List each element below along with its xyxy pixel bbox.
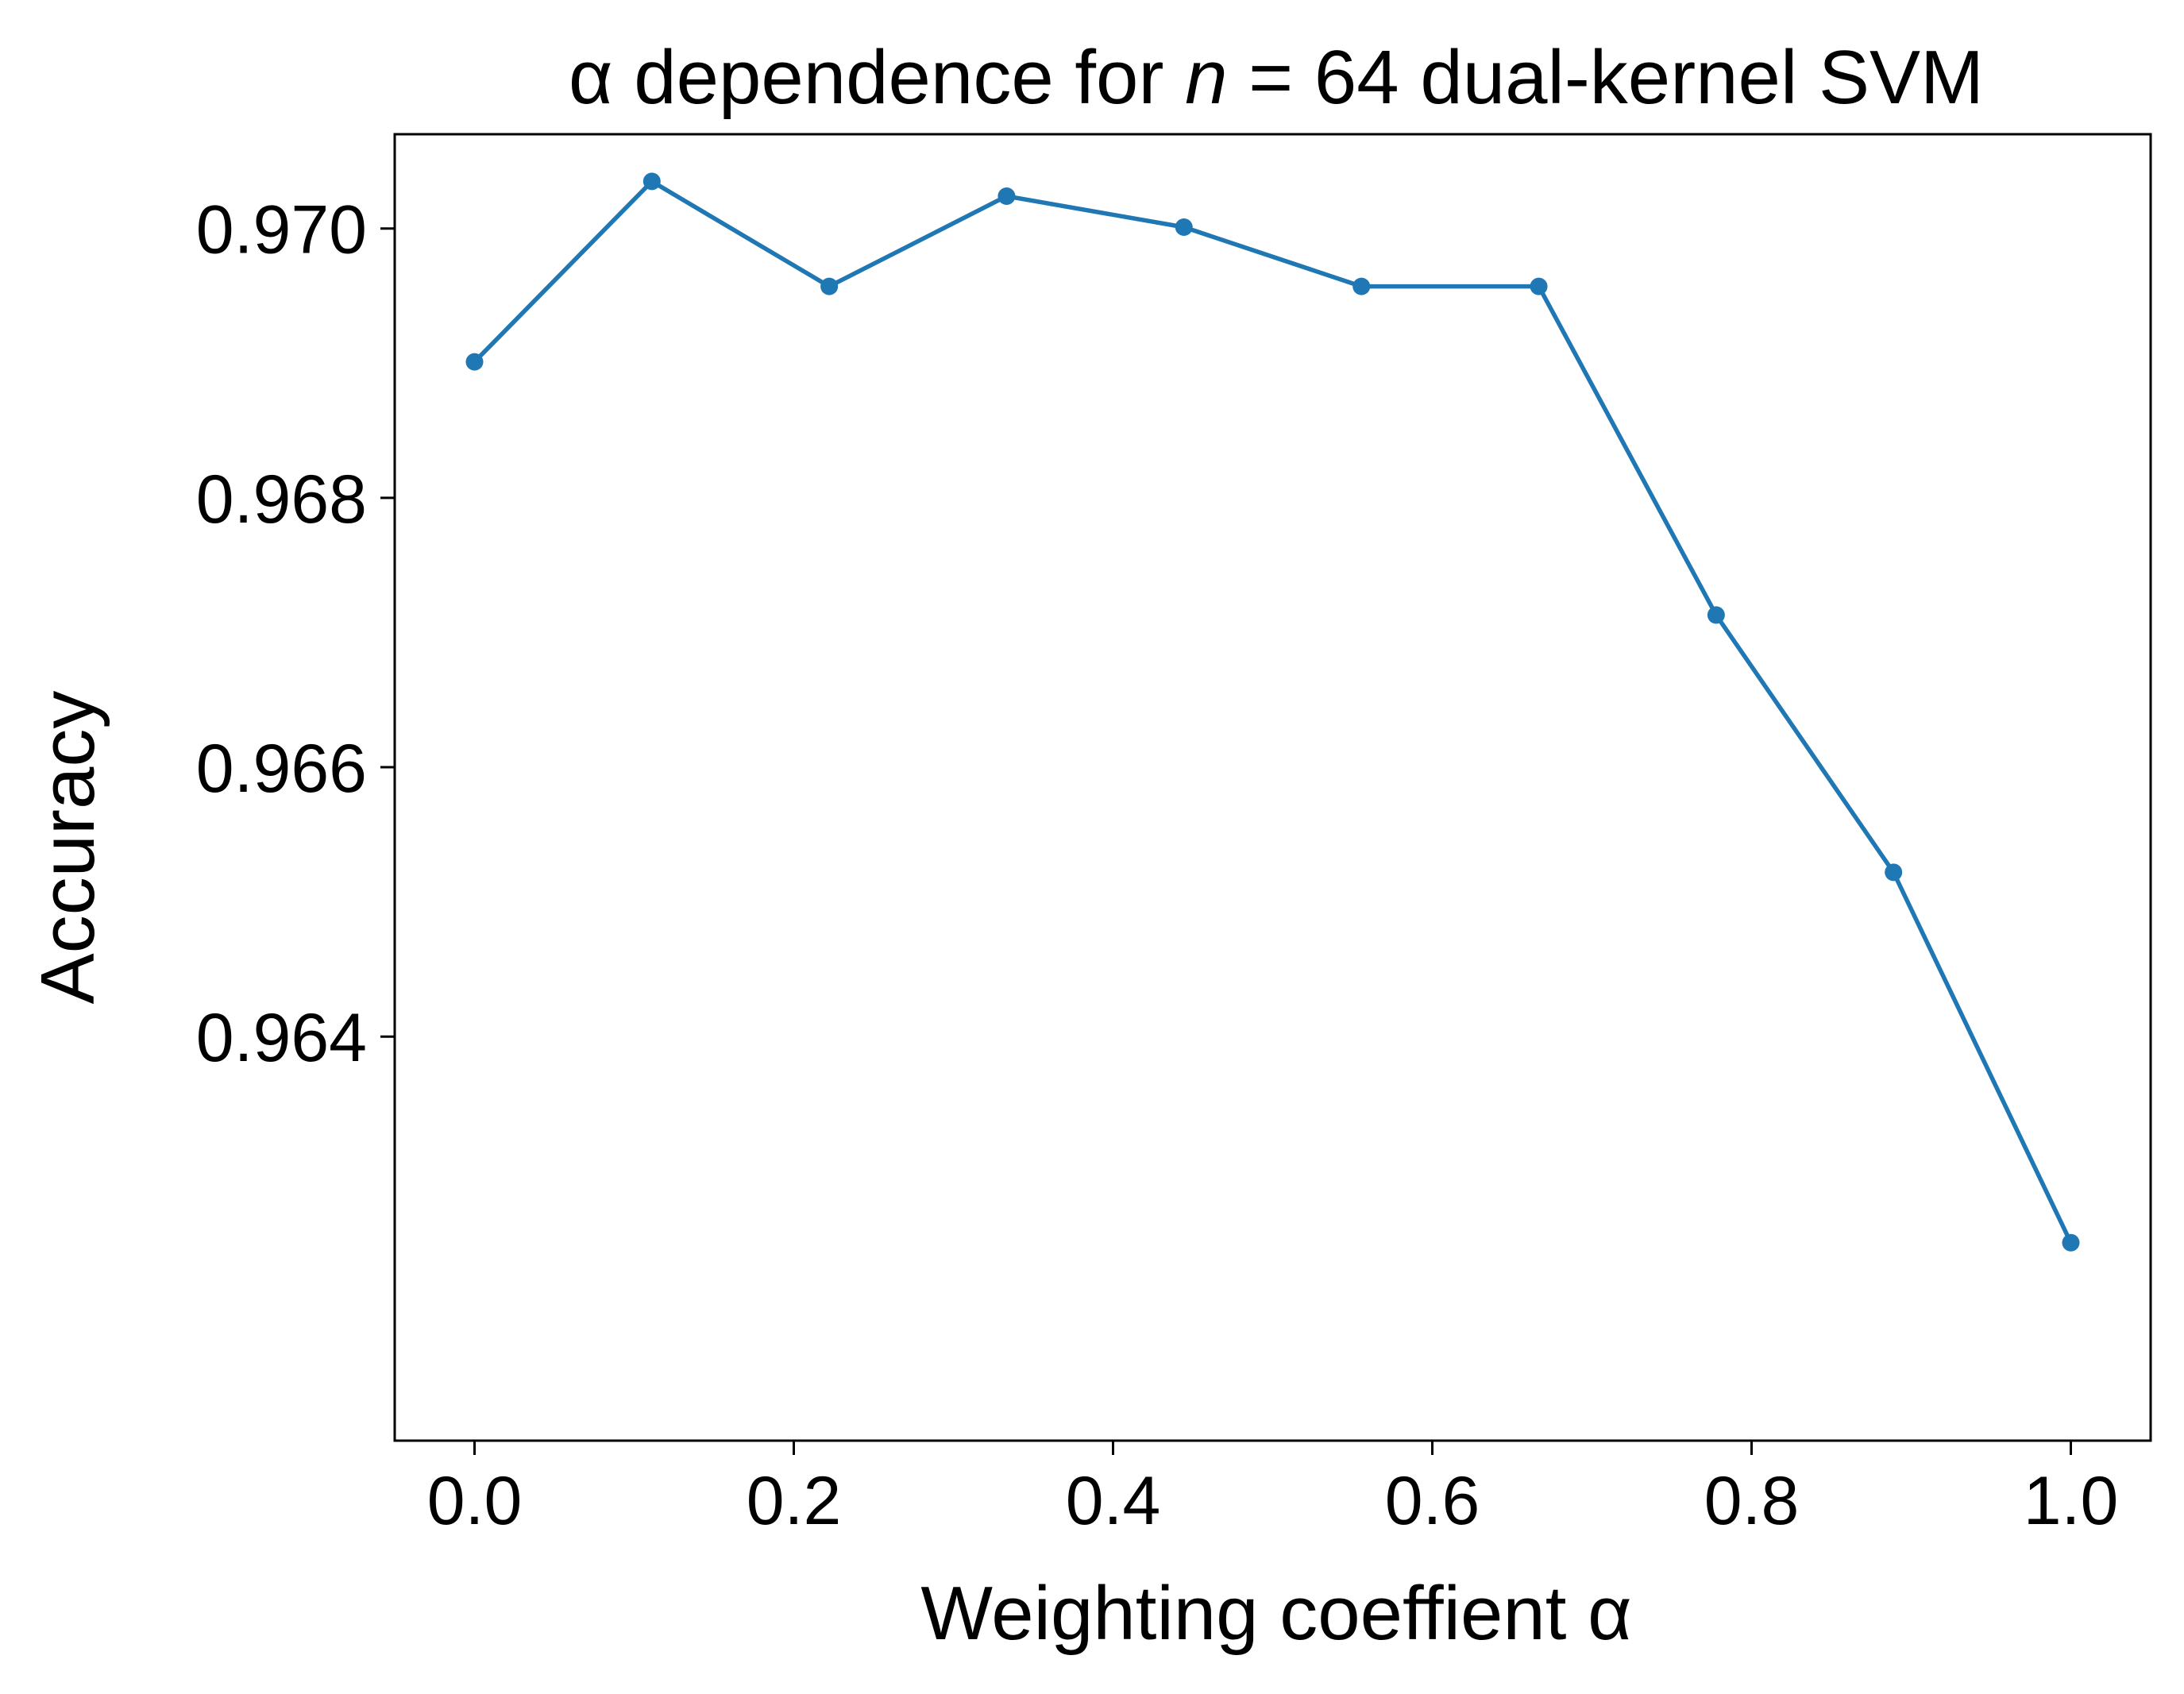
data-point <box>2062 1233 2080 1252</box>
x-tick-label: 0.4 <box>1066 1463 1161 1539</box>
plot-frame <box>393 133 2152 1442</box>
chart-title: α dependence for n = 64 dual-kernel SVM <box>569 35 1984 120</box>
y-axis-ticks: 0.964 0.966 0.968 0.970 <box>196 192 395 1076</box>
y-axis-label: Accuracy <box>25 691 110 1005</box>
x-tick-label: 0.8 <box>1704 1463 1800 1539</box>
series-line <box>473 179 2073 1244</box>
chart-title-suffix: = 64 dual-kernel SVM <box>1227 35 1984 120</box>
x-axis-ticks: 0.0 0.2 0.4 0.6 0.8 1.0 <box>427 1441 2119 1539</box>
data-point <box>1885 863 1903 882</box>
y-tick-label: 0.970 <box>196 192 367 268</box>
data-point <box>1352 277 1371 295</box>
x-tick-label: 0.0 <box>427 1463 523 1539</box>
x-axis-label: Weighting coeffient α <box>920 1571 1631 1656</box>
y-tick-label: 0.968 <box>196 461 367 538</box>
y-tick-label: 0.966 <box>196 731 367 807</box>
y-tick-label: 0.964 <box>196 1000 367 1076</box>
x-tick-label: 1.0 <box>2024 1463 2119 1539</box>
data-point <box>1175 218 1193 237</box>
x-tick-label: 0.2 <box>747 1463 842 1539</box>
plot-area <box>465 172 2080 1252</box>
chart-title-prefix: α dependence for <box>569 35 1185 120</box>
chart-title-variable: n <box>1185 35 1227 120</box>
data-point <box>465 353 484 371</box>
data-point <box>997 187 1016 206</box>
x-tick-label: 0.6 <box>1385 1463 1480 1539</box>
data-point <box>820 277 839 295</box>
data-point <box>1530 277 1548 295</box>
data-point <box>642 172 661 191</box>
data-point <box>1707 606 1725 624</box>
